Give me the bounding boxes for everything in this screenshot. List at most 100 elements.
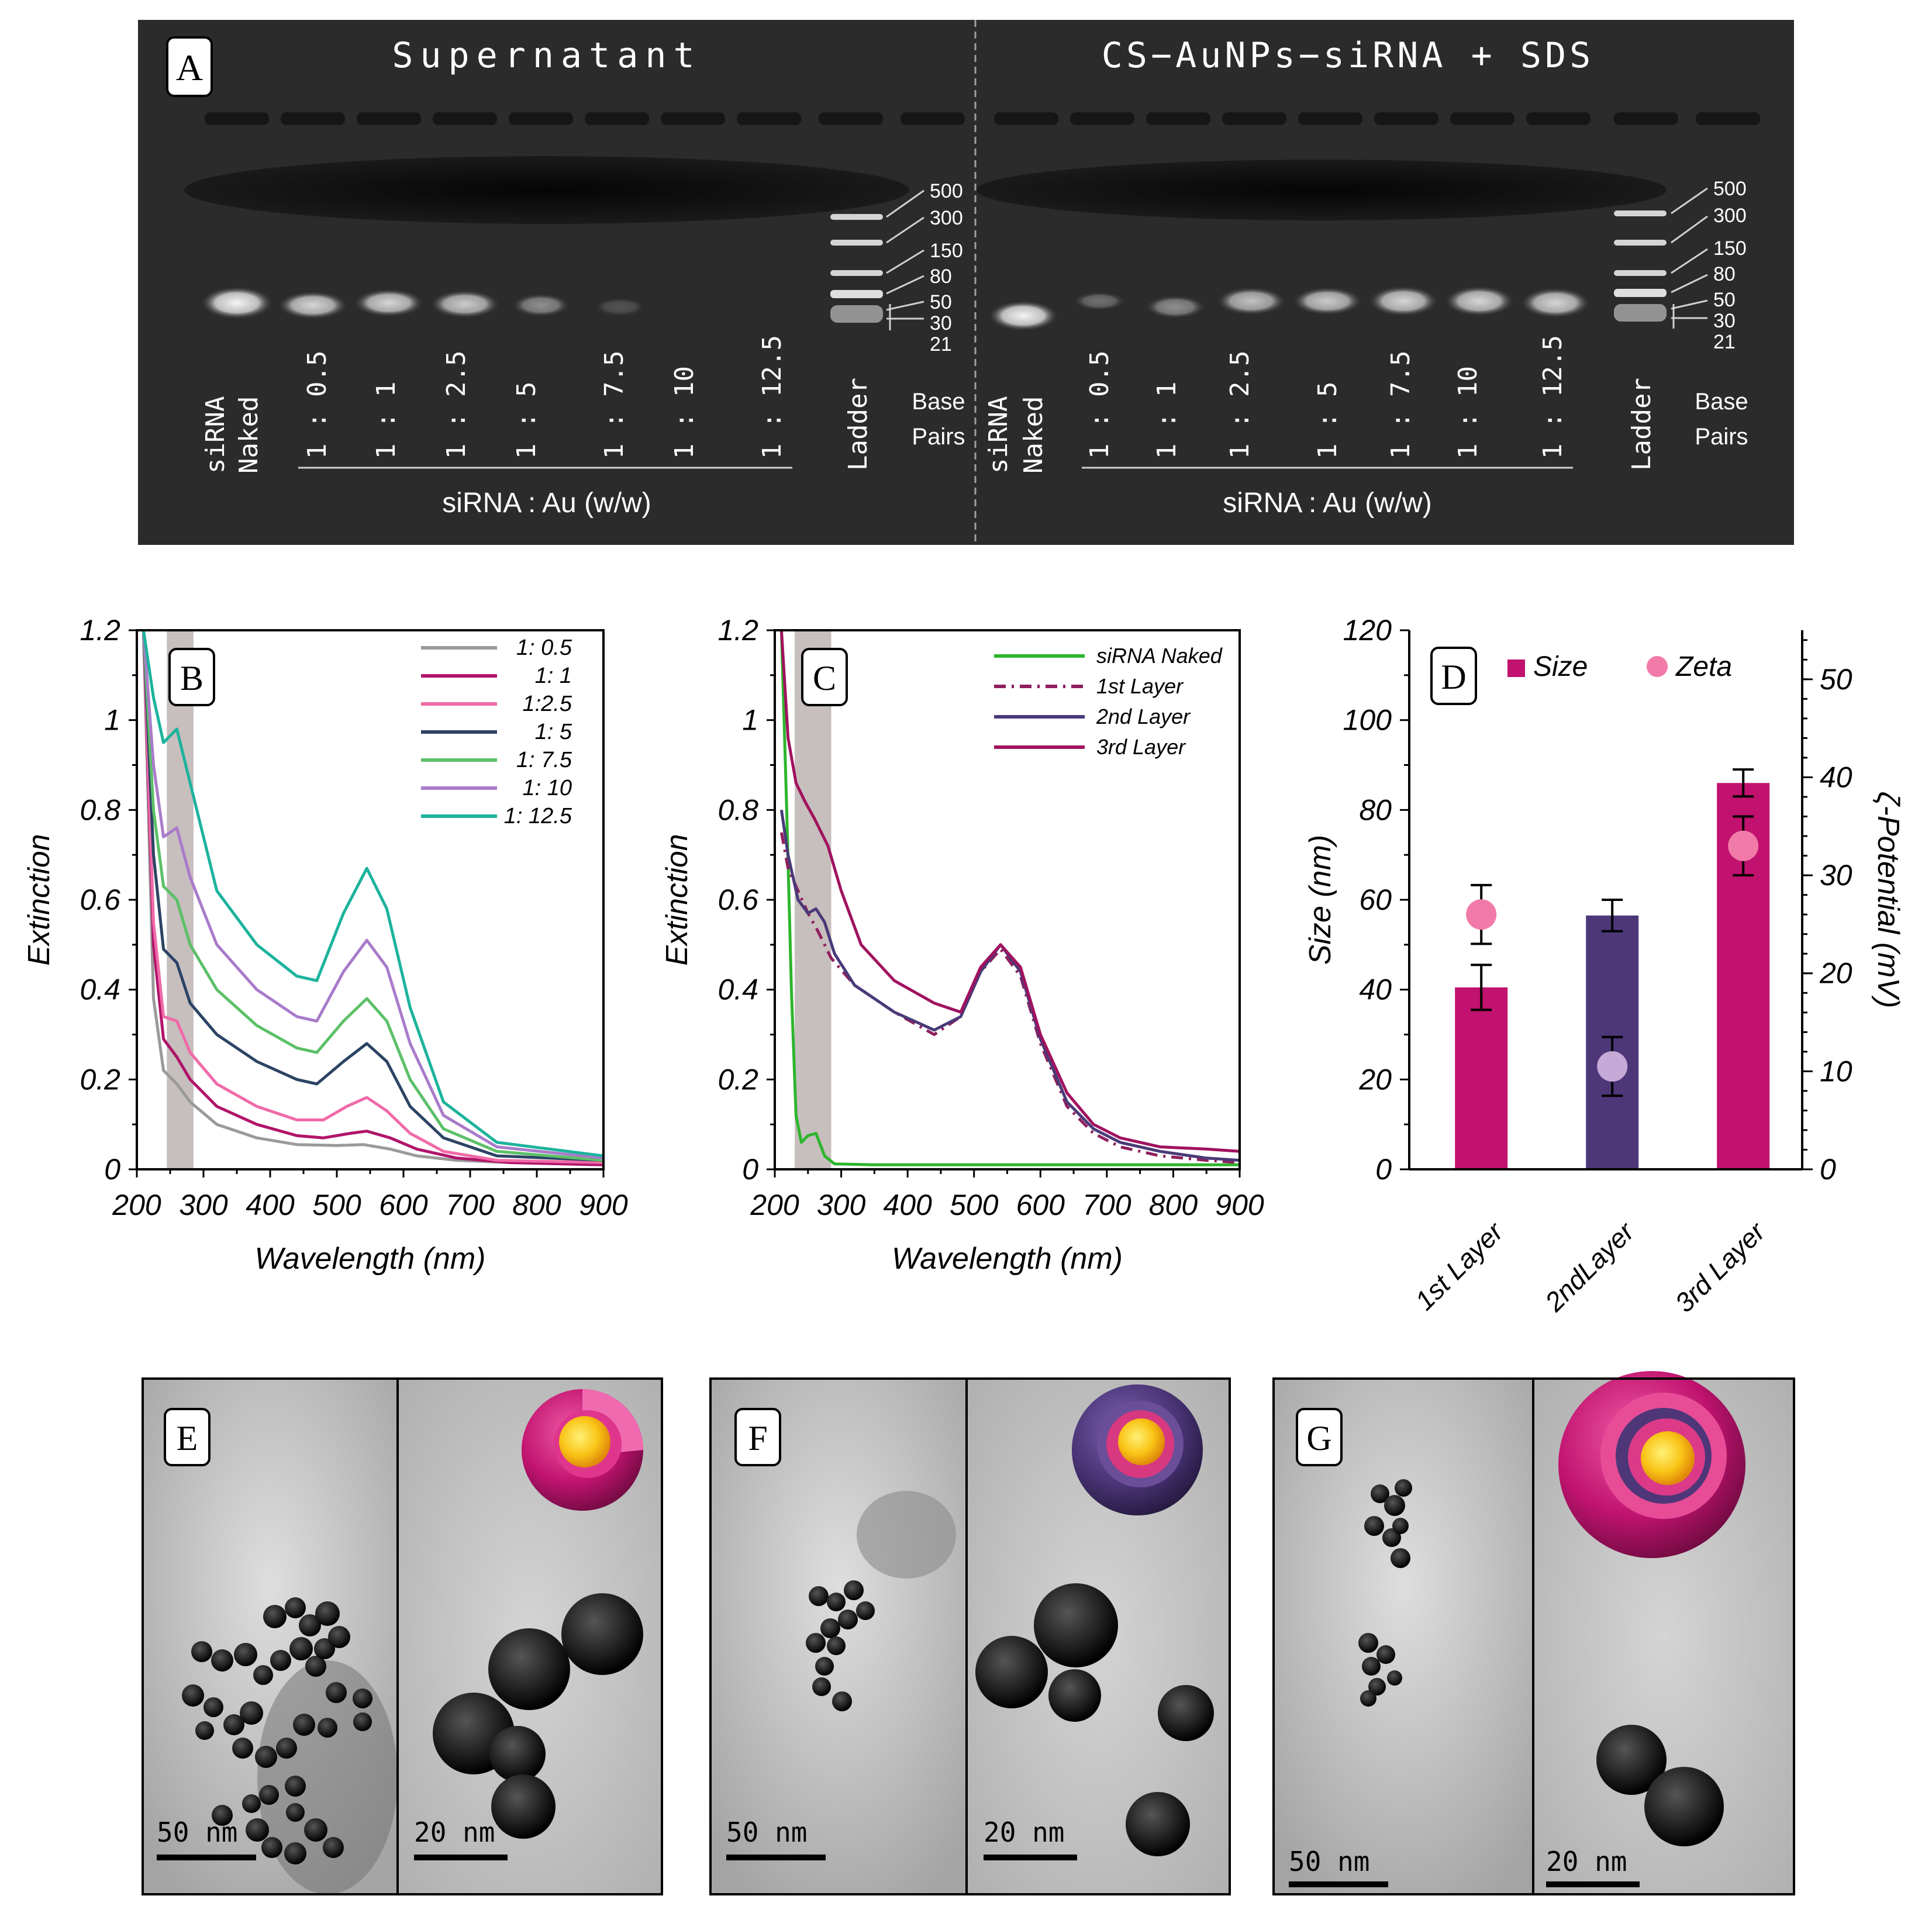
panel-label-b-text: B [180,659,203,697]
y-tick-label: 1 [742,704,758,737]
legend-label-zeta: Zeta [1675,651,1732,682]
series-line-1 [779,630,1240,1166]
series-line-1 [142,630,603,1166]
y-tick-label: 0.2 [80,1063,120,1096]
y2-tick-label: 10 [1820,1055,1852,1087]
x-tick-label: 400 [246,1189,295,1221]
y-tick-label: 0.2 [717,1063,758,1096]
bp-30-left: 30 [930,312,952,334]
lane-ladder-right: Ladder [1627,378,1657,471]
ratio-caption-right: siRNA : Au (w/w) [1223,488,1431,519]
y2-axis-label: ζ-Potential (mV) [1871,792,1905,1009]
lane-1-1-left: 1 : 1 [371,382,401,459]
x-tick-label: 300 [179,1189,228,1221]
tem-panel-f: F 50 nm 20 nm [709,1377,1231,1895]
lane-1-12.5-right: 1 : 12.5 [1538,335,1568,459]
panel-label-f: F [734,1408,781,1466]
bp-30-right: 30 [1713,310,1736,332]
tem-e-particles-large [433,1593,643,1839]
x-tick-label: 900 [579,1189,628,1221]
y-tick-label: 0.4 [80,973,120,1006]
y-tick-label: 60 [1359,883,1392,916]
gel-background [138,20,1794,545]
x-tick-label: 700 [1082,1189,1131,1221]
size-bar-1 [1455,987,1508,1169]
legend-label-2: 1: 1 [535,664,572,688]
y-tick-label: 1.2 [717,614,758,647]
bp-150-right: 150 [1713,237,1747,260]
zeta-point-2 [1597,1051,1628,1082]
y-tick-label: 40 [1359,973,1392,1006]
y-tick-label: 1.2 [80,614,120,647]
gel-bands-right [988,286,1591,331]
scale-bar-e-20 [414,1855,508,1860]
bp-150-left: 150 [930,240,963,262]
lane-naked-left: Naked [234,396,264,474]
lane-naked-right: Naked [1019,396,1048,474]
panel-label-g: G [1296,1408,1343,1466]
panel-label-b-box [168,648,215,706]
y-tick-label: 0.4 [717,973,758,1006]
panel-label-f-text: F [748,1419,767,1458]
sphere-schematic-e [522,1389,643,1511]
bp-50-left: 50 [930,291,952,313]
y-axis-label: Extinction [22,834,56,965]
series-line-2 [779,832,1240,1164]
chart-d: 0 20 40 60 80 100 120 0 10 20 30 40 50 Size (nm) ζ-Pot… [1303,614,1905,1318]
y-axis-label: Extinction [660,834,694,965]
legend-label-3: 2nd Layer [1096,705,1191,728]
lane-1-7.5-right: 1 : 7.5 [1386,351,1416,459]
chart-c: 200 300 400 500 600 700 800 900 0 0.2 0.4 0.6 0.8 1 1.… [660,614,1264,1276]
y-tick-label: 0.8 [717,793,758,826]
lane-sirna-left: siRNA [201,396,230,474]
bp-500-left: 500 [930,180,963,202]
category-label-3: 3rd Layer [1669,1216,1771,1318]
y2-tick-label: 20 [1819,957,1852,990]
y-tick-label: 120 [1343,614,1392,647]
bp-marks-left: 500 300 150 80 50 30 21 [886,180,963,355]
bp-80-right: 80 [1713,263,1736,285]
scale-bar-g-20 [1546,1881,1640,1887]
x-tick-label: 200 [750,1189,799,1221]
legend-label-6: 1: 10 [522,776,572,800]
y-tick-label: 20 [1358,1063,1392,1096]
x-tick-label: 600 [379,1189,428,1221]
scale-bar-g-50 [1289,1881,1388,1887]
scale-label-e-20: 20 nm [414,1817,495,1848]
series-line-3 [142,630,603,1164]
scale-label-g-50: 50 nm [1289,1846,1369,1877]
scale-bar-e-50 [157,1855,256,1860]
gel-smear-right [977,160,1667,220]
x-axis-label: Wavelength (nm) [255,1242,486,1276]
scale-bar-f-20 [984,1855,1077,1860]
lane-1-10-right: 1 : 10 [1453,366,1483,459]
lane-labels-right: siRNA Naked 1 : 0.5 1 : 1 1 : 2.5 1 : 5 … [984,335,1657,474]
category-label-1: 1st Layer [1409,1216,1510,1316]
x-tick-label: 500 [950,1189,999,1221]
lane-1-5-left: 1 : 5 [512,382,541,459]
x-tick-label: 200 [112,1189,161,1221]
tem-e-particles-small [182,1597,372,1864]
panel-label-e: E [164,1408,211,1466]
shaded-band [795,630,832,1169]
x-tick-label: 600 [1016,1189,1065,1221]
lane-1-2.5-right: 1 : 2.5 [1225,351,1255,459]
lane-1-7.5-left: 1 : 7.5 [599,351,629,459]
zeta-point-1 [1466,899,1497,930]
tem-g-particles-small [1358,1479,1412,1707]
x-tick-label: 300 [817,1189,866,1221]
sphere-schematic-f [1072,1384,1203,1515]
legend-label-4: 3rd Layer [1096,735,1186,759]
ratio-caption-left: siRNA : Au (w/w) [442,488,651,519]
bp-marks-right: 500 300 150 80 50 30 21 [1671,178,1747,353]
scale-bar-f-50 [726,1855,826,1860]
x-tick-label: 900 [1215,1189,1264,1221]
legend-label-7: 1: 12.5 [504,804,572,828]
lane-1-10-left: 1 : 10 [670,366,699,459]
panel-label-a: A [166,36,213,97]
gel-left-title: Supernatant [392,35,701,76]
legend-label-4: 1: 5 [535,720,572,744]
gel-wells [205,112,1760,125]
bp-300-left: 300 [930,207,963,229]
gel-panel: A Supernatant CS−AuNPs−siRNA + SDS 500 3… [138,20,1794,545]
